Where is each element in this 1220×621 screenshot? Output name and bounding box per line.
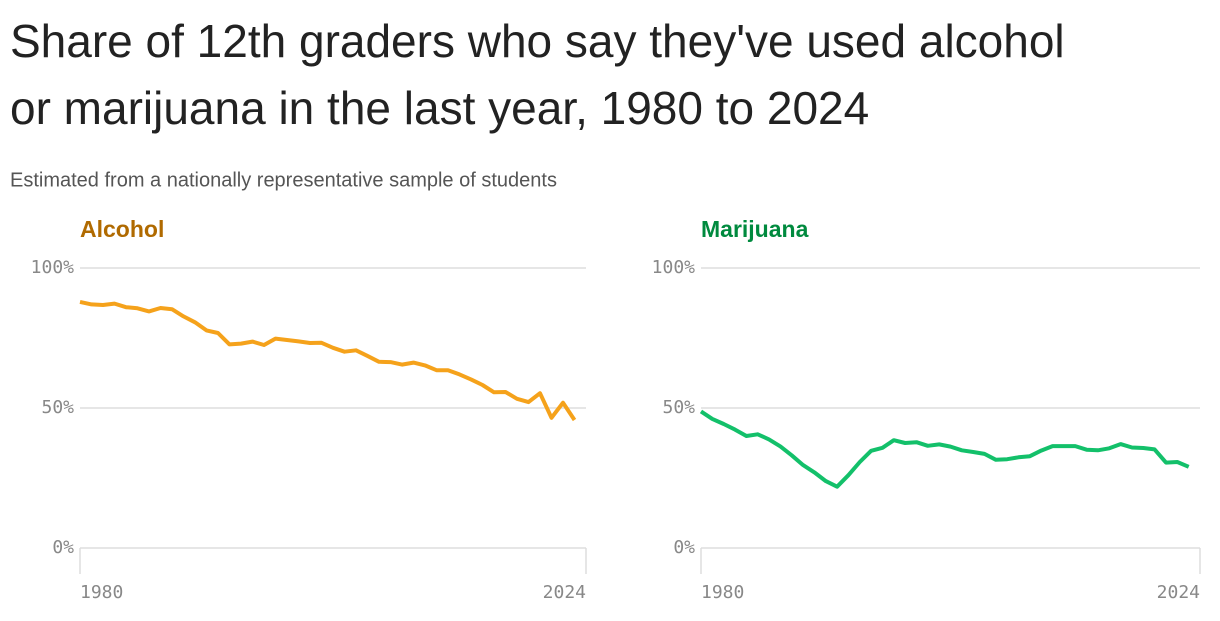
chart-subtitle: Estimated from a nationally representati…	[10, 169, 557, 191]
x-tick-label: 1980	[80, 582, 123, 603]
x-tick-label: 2024	[543, 582, 586, 603]
y-tick-label: 50%	[41, 397, 74, 418]
y-tick-label: 0%	[673, 537, 695, 558]
series-line	[699, 409, 1190, 489]
x-tick-label: 1980	[701, 582, 744, 603]
chart-title: Share of 12th graders who say they've us…	[10, 15, 1065, 134]
y-tick-label: 50%	[662, 397, 695, 418]
y-tick-label: 0%	[52, 537, 74, 558]
y-tick-label: 100%	[31, 257, 75, 278]
panel-title: Alcohol	[80, 216, 164, 242]
panel-title: Marijuana	[701, 216, 809, 242]
series-line	[79, 299, 577, 422]
x-tick-label: 2024	[1157, 582, 1200, 603]
y-tick-label: 100%	[652, 257, 696, 278]
